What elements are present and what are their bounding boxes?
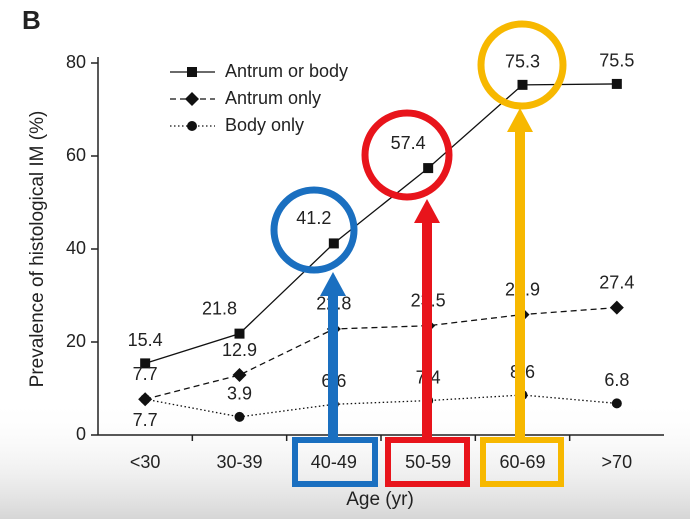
arrow-head xyxy=(507,108,533,132)
legend-label: Antrum only xyxy=(225,88,321,108)
data-label: 15.4 xyxy=(128,330,163,350)
x-tick-label: 40-49 xyxy=(311,452,357,472)
y-axis-label: Prevalence of histological IM (%) xyxy=(27,111,48,388)
marker xyxy=(234,411,245,422)
x-tick-label: 50-59 xyxy=(405,452,451,472)
x-tick-label: 60-69 xyxy=(499,452,545,472)
series-line xyxy=(144,83,617,365)
data-label: 12.9 xyxy=(222,340,257,360)
data-label: 6.8 xyxy=(604,370,629,390)
highlight-circle xyxy=(270,186,358,274)
shade xyxy=(0,400,690,519)
arrow-head xyxy=(320,272,346,296)
marker xyxy=(328,238,339,249)
data-label: 75.5 xyxy=(599,51,634,71)
annotations xyxy=(270,20,567,487)
highlight-circle xyxy=(477,20,567,110)
highlight-circle xyxy=(361,109,453,201)
data-label: 7.7 xyxy=(133,410,158,430)
legend-label: Body only xyxy=(225,115,304,135)
y-tick-label: 60 xyxy=(66,145,86,165)
marker xyxy=(140,358,151,369)
x-tick-label: 30-39 xyxy=(216,452,262,472)
y-tick-label: 40 xyxy=(66,238,86,258)
data-label: 57.4 xyxy=(391,133,426,153)
marker xyxy=(234,328,245,339)
data-label: 27.4 xyxy=(599,272,634,292)
marker xyxy=(611,398,622,409)
data-label: 75.3 xyxy=(505,52,540,72)
data-label: 3.9 xyxy=(227,384,252,404)
legend-label: Antrum or body xyxy=(225,61,348,81)
marker xyxy=(232,368,247,383)
marker xyxy=(423,163,434,174)
marker xyxy=(187,67,197,77)
marker xyxy=(609,300,624,315)
marker xyxy=(517,79,528,90)
panel-label: B xyxy=(22,5,41,35)
x-tick-label: >70 xyxy=(602,452,633,472)
marker xyxy=(140,394,151,405)
arrow-head xyxy=(414,199,440,223)
data-label: 21.8 xyxy=(202,298,237,318)
series-line xyxy=(145,306,617,400)
data-label: 41.2 xyxy=(296,208,331,228)
y-tick-label: 0 xyxy=(76,424,86,444)
marker xyxy=(185,92,199,106)
y-tick-label: 80 xyxy=(66,52,86,72)
y-tick-label: 20 xyxy=(66,331,86,351)
data-label: 7.7 xyxy=(133,364,158,384)
marker xyxy=(187,121,197,131)
marker xyxy=(611,78,622,89)
x-axis-label: Age (yr) xyxy=(346,489,414,510)
x-tick-label: <30 xyxy=(130,452,161,472)
